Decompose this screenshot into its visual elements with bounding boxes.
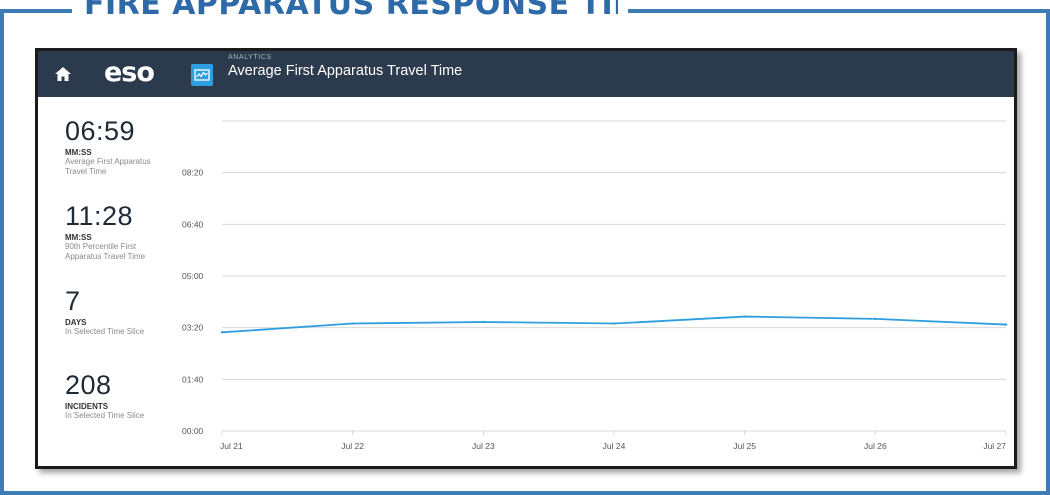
- data-point[interactable]: [874, 317, 877, 321]
- x-tick-label: Jul 25: [733, 441, 756, 451]
- y-tick-label: 00:00: [182, 426, 204, 436]
- stat-value: 06:59: [65, 116, 136, 146]
- eso-logo[interactable]: eso: [104, 57, 155, 88]
- stat-unit: DAYS: [65, 318, 87, 327]
- travel-time-line-chart: 00:00 01:40 03:20 05:00 06:40 08:20 Jul 21 Jul …: [182, 120, 1008, 451]
- stat-description: In Selected Time Slice: [65, 327, 145, 336]
- stat-description: 90th Percentile First Apparatus Travel T…: [65, 242, 146, 261]
- x-tick-label: Jul 24: [603, 441, 626, 451]
- data-point[interactable]: [743, 315, 746, 318]
- stat-description: In Selected Time Slice: [65, 411, 145, 420]
- top-bar: eso ANALYTICS Average First Apparatus Tr…: [38, 51, 1014, 97]
- frame-border-right: [1046, 9, 1050, 495]
- stat-incidents: 208 INCIDENTS In Selected Time Slice: [65, 371, 165, 421]
- stat-unit: MM:SS: [65, 233, 92, 242]
- x-tick-label: Jul 22: [341, 441, 364, 451]
- data-point[interactable]: [612, 322, 616, 325]
- widget-title: Average First Apparatus Travel Time: [228, 63, 463, 79]
- frame-border-top-left: [0, 9, 72, 13]
- stat-unit: MM:SS: [65, 148, 92, 157]
- y-tick-label: 03:20: [182, 323, 204, 333]
- y-tick-label: 01:40: [182, 374, 204, 384]
- stat-value: 208: [65, 370, 112, 400]
- data-point[interactable]: [351, 322, 354, 325]
- stat-days: 7 DAYS In Selected Time Slice: [65, 287, 165, 337]
- stat-value: 7: [65, 286, 81, 316]
- analytics-window: eso ANALYTICS Average First Apparatus Tr…: [35, 48, 1017, 469]
- frame-border-left: [0, 9, 4, 495]
- data-point[interactable]: [220, 331, 224, 334]
- page-heading: FIRE APPARATUS RESPONSE TIMES: [84, 0, 618, 20]
- x-tick-label: Jul 23: [472, 441, 495, 451]
- x-tick-label: Jul 27: [983, 441, 1006, 451]
- x-tick-label: Jul 21: [220, 441, 243, 451]
- stat-average: 06:59 MM:SS Average First Apparatus Trav…: [65, 117, 153, 177]
- x-tick-label: Jul 26: [864, 441, 887, 451]
- stat-value: 11:28: [65, 201, 134, 231]
- stat-description: Average First Apparatus Travel Time: [65, 157, 151, 176]
- y-tick-label: 08:20: [182, 168, 204, 178]
- home-button[interactable]: [52, 63, 74, 85]
- data-point[interactable]: [1004, 323, 1008, 326]
- stat-90th-percentile: 11:28 MM:SS 90th Percentile First Appara…: [65, 202, 165, 262]
- frame-border-bottom: [0, 491, 1050, 495]
- y-tick-label: 05:00: [182, 271, 204, 281]
- y-tick-label: 06:40: [182, 219, 204, 229]
- frame-border-top-right: [628, 9, 1050, 13]
- data-point[interactable]: [482, 320, 485, 324]
- stat-unit: INCIDENTS: [65, 402, 109, 411]
- home-icon: [55, 67, 71, 81]
- analytics-chart-icon: [191, 64, 213, 86]
- widget-kicker: ANALYTICS: [228, 54, 272, 61]
